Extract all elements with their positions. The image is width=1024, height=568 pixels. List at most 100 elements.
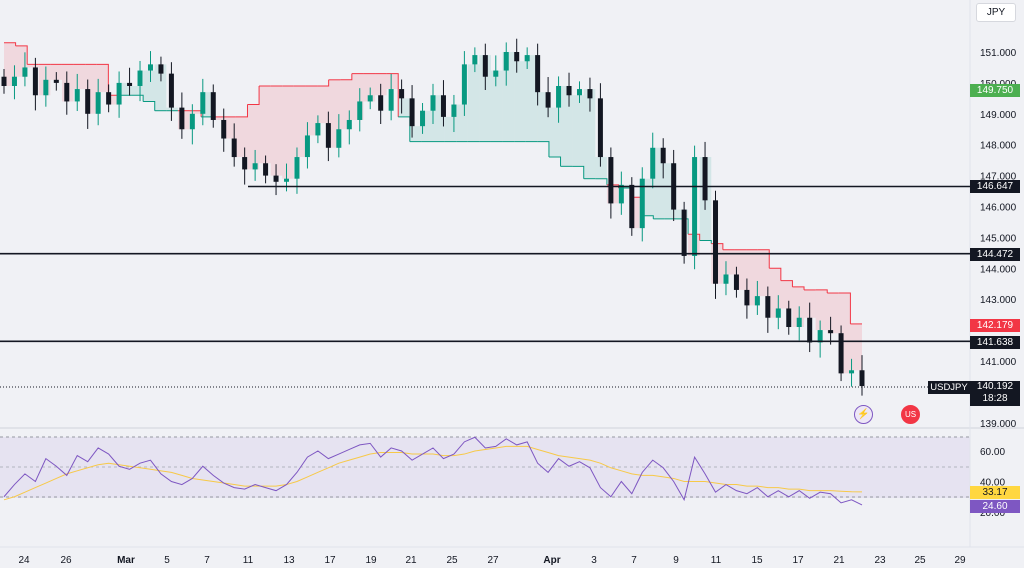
stop-line-segment bbox=[572, 165, 585, 179]
stop-line-segment bbox=[699, 239, 712, 244]
candle-body bbox=[168, 73, 174, 108]
candle-body bbox=[325, 123, 331, 148]
time-tick-label: 19 bbox=[365, 555, 377, 566]
candle bbox=[189, 104, 195, 145]
candle-body bbox=[702, 157, 708, 201]
candle-body bbox=[294, 157, 300, 179]
candle-body bbox=[482, 55, 488, 77]
stop-fill bbox=[224, 116, 236, 139]
stop-fill bbox=[653, 147, 665, 219]
candle bbox=[85, 79, 91, 129]
stop-line-segment bbox=[780, 280, 793, 287]
stop-fill bbox=[143, 70, 155, 102]
candle-body bbox=[11, 76, 17, 86]
candle-body bbox=[200, 92, 206, 114]
stop-fill bbox=[815, 289, 828, 331]
currency-label[interactable]: JPY bbox=[976, 3, 1016, 22]
candle bbox=[493, 55, 499, 87]
stop-line-segment bbox=[235, 104, 248, 118]
stop-fill bbox=[119, 82, 132, 96]
candle-body bbox=[807, 317, 813, 343]
candle bbox=[786, 300, 792, 335]
candle bbox=[461, 51, 467, 116]
candle-body bbox=[754, 296, 760, 306]
candle bbox=[754, 280, 760, 315]
candle-body bbox=[43, 79, 49, 96]
price-tick-label: 147.000 bbox=[980, 172, 1017, 183]
stop-fill bbox=[583, 89, 596, 179]
stop-fill bbox=[595, 157, 607, 179]
candle bbox=[231, 123, 237, 167]
price-tick-label: 146.000 bbox=[980, 203, 1017, 214]
candle bbox=[838, 325, 844, 382]
candle bbox=[325, 111, 331, 162]
candle bbox=[723, 261, 729, 296]
candle bbox=[713, 190, 719, 299]
time-tick-label: 27 bbox=[487, 555, 499, 566]
candle-body bbox=[849, 370, 855, 374]
candle-body bbox=[723, 274, 729, 284]
stop-fill bbox=[166, 107, 178, 111]
candle-body bbox=[440, 95, 446, 117]
candle-body bbox=[231, 138, 237, 158]
candle-body bbox=[629, 184, 635, 229]
candle bbox=[482, 43, 488, 91]
us-flag-event-icon[interactable]: US bbox=[901, 405, 920, 424]
candle bbox=[273, 164, 279, 196]
stop-line-segment bbox=[15, 45, 28, 65]
candle bbox=[32, 57, 38, 111]
candle bbox=[168, 62, 174, 121]
candle bbox=[796, 306, 802, 341]
last-price-tag: 140.192 18:28 bbox=[970, 381, 1020, 406]
candle bbox=[524, 47, 530, 69]
candle-body bbox=[273, 175, 279, 182]
time-tick-label: 29 bbox=[954, 555, 966, 566]
candle-body bbox=[357, 101, 363, 120]
candle bbox=[64, 71, 70, 115]
candle bbox=[127, 67, 133, 96]
time-tick-label: 15 bbox=[751, 555, 763, 566]
candle-body bbox=[315, 123, 321, 136]
time-tick-label: 23 bbox=[874, 555, 886, 566]
candle bbox=[315, 115, 321, 144]
price-tick-label: 141.000 bbox=[980, 357, 1017, 368]
candle bbox=[859, 355, 865, 396]
level-tag-1: 146.647 bbox=[970, 180, 1020, 193]
price-tick-label: 145.000 bbox=[980, 233, 1017, 244]
price-tick-label: 149.000 bbox=[980, 110, 1017, 121]
candle-body bbox=[399, 89, 405, 99]
time-tick-label: 13 bbox=[283, 555, 295, 566]
stop-line-segment bbox=[792, 286, 805, 290]
candle-body bbox=[650, 147, 656, 179]
time-tick-label: 7 bbox=[631, 555, 637, 566]
candle-body bbox=[639, 178, 645, 229]
stop-fill bbox=[131, 85, 144, 96]
candle-body bbox=[346, 119, 352, 130]
stop-line-segment bbox=[641, 215, 654, 219]
stop-fill bbox=[467, 64, 480, 142]
candle bbox=[420, 102, 426, 134]
candle-body bbox=[420, 110, 426, 127]
time-tick-label: 17 bbox=[324, 555, 336, 566]
stop-line-segment bbox=[769, 267, 782, 281]
candle bbox=[503, 42, 509, 86]
stop-line-segment bbox=[537, 141, 550, 158]
green-price-tag: 149.750 bbox=[970, 84, 1020, 97]
time-tick-label: 9 bbox=[673, 555, 679, 566]
stop-fill bbox=[73, 64, 86, 90]
candle bbox=[618, 171, 624, 215]
stop-fill bbox=[502, 52, 515, 142]
stop-line-segment bbox=[131, 94, 144, 102]
time-tick-label: 21 bbox=[405, 555, 417, 566]
candle bbox=[409, 85, 415, 138]
stop-line-segment bbox=[247, 85, 260, 106]
red-price-tag: 142.179 bbox=[970, 319, 1020, 332]
candle bbox=[252, 149, 258, 181]
stop-fill bbox=[247, 104, 260, 170]
rsi-ma-tag: 33.17 bbox=[970, 486, 1020, 499]
rsi-value-tag: 24.60 bbox=[970, 500, 1020, 513]
lightning-event-icon[interactable]: ⚡ bbox=[854, 405, 873, 424]
candle-body bbox=[796, 317, 802, 328]
candle-body bbox=[221, 119, 227, 139]
